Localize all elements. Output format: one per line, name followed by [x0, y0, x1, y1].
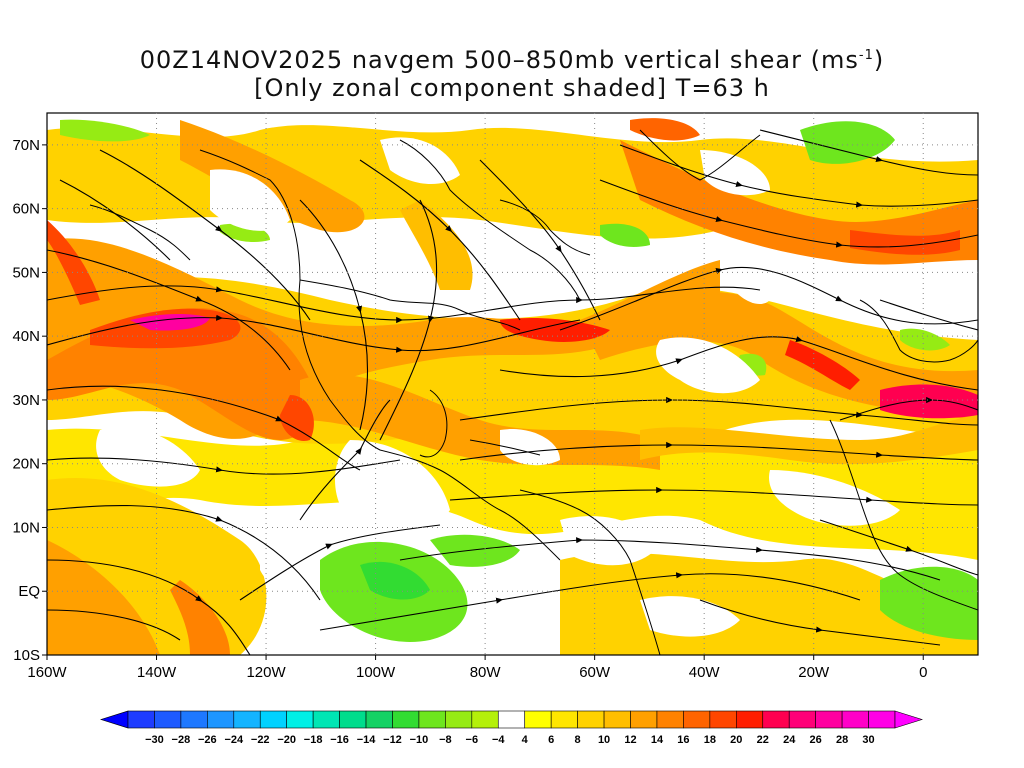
- colorbar-label: −4: [492, 734, 505, 746]
- gridlines: [47, 113, 978, 655]
- colorbar-swatch: [339, 710, 367, 729]
- colorbar-label: 30: [862, 734, 874, 746]
- colorbar-swatch: [471, 710, 499, 729]
- colorbar-label: 18: [704, 734, 716, 746]
- colorbar-label: 26: [810, 734, 822, 746]
- lon-tick-label: 120W: [246, 664, 286, 681]
- colorbar-label: −20: [277, 734, 296, 746]
- colorbar-label: −30: [145, 734, 164, 746]
- colorbar-swatch: [286, 710, 314, 729]
- title-superscript: -1: [858, 48, 874, 63]
- colorbar-swatch: [259, 710, 287, 729]
- colorbar-swatch: [841, 710, 869, 729]
- colorbar-swatch: [418, 710, 446, 729]
- colorbar-label: −18: [304, 734, 323, 746]
- colorbar-label: 28: [836, 734, 848, 746]
- colorbar-swatch: [180, 710, 208, 729]
- colorbar-label: 6: [548, 734, 554, 746]
- colorbar-label: −10: [410, 734, 429, 746]
- colorbar-swatch: [550, 710, 578, 729]
- colorbar-swatch: [709, 710, 737, 729]
- title-prefix: 00Z14NOV2025 navgem 500–850mb vertical s…: [139, 46, 859, 74]
- plot-frame: [46, 112, 979, 656]
- lat-tick-label: EQ: [18, 583, 40, 600]
- colorbar-label: 14: [651, 734, 664, 746]
- colorbar-over-arrow: [894, 710, 923, 729]
- colorbar-label: −26: [198, 734, 217, 746]
- colorbar-swatch: [577, 710, 605, 729]
- lat-tick-label: 30N: [12, 392, 40, 409]
- colorbar-swatch: [127, 710, 155, 729]
- title-suffix: ): [873, 46, 885, 74]
- colorbar-label: −22: [251, 734, 270, 746]
- colorbar-label: 24: [783, 734, 796, 746]
- colorbar-swatch: [233, 710, 261, 729]
- colorbar-label: 16: [677, 734, 689, 746]
- colorbar-swatch: [392, 710, 420, 729]
- colorbar-label: −28: [172, 734, 191, 746]
- colorbar-under-arrow: [100, 710, 129, 729]
- lat-tick-label: 10N: [12, 519, 40, 536]
- lat-tick-label: 70N: [12, 137, 40, 154]
- colorbar-swatch: [603, 710, 631, 729]
- colorbar-label: −14: [357, 734, 377, 746]
- colorbar-swatch: [788, 710, 816, 729]
- lat-tick-label: 20N: [12, 456, 40, 473]
- colorbar-swatch: [815, 710, 843, 729]
- colorbar-label: −24: [224, 734, 244, 746]
- colorbar-swatch: [497, 710, 526, 729]
- colorbar-swatch: [630, 710, 658, 729]
- lon-tick-label: 140W: [137, 664, 177, 681]
- colorbar-swatch: [365, 710, 393, 729]
- colorbar-swatch: [312, 710, 340, 729]
- colorbar-label: 22: [757, 734, 769, 746]
- longitude-tick-labels: 160W 140W 120W 100W 80W 60W 40W 20W 0: [27, 655, 927, 681]
- colorbar-label: −12: [383, 734, 402, 746]
- colorbar-swatch: [762, 710, 790, 729]
- colorbar-label: 4: [522, 734, 529, 746]
- colorbar-swatch: [445, 710, 473, 729]
- streamlines: [47, 129, 978, 655]
- chart-title-line2: [Only zonal component shaded] T=63 h: [254, 74, 770, 102]
- chart-title-line1: 00Z14NOV2025 navgem 500–850mb vertical s…: [0, 46, 1024, 74]
- colorbar-label: −16: [330, 734, 349, 746]
- lon-tick-label: 60W: [579, 664, 611, 681]
- colorbar-swatch: [207, 710, 235, 729]
- colorbar-swatch: [868, 710, 896, 729]
- colorbar-swatch: [683, 710, 711, 729]
- colorbar-label: −8: [439, 734, 452, 746]
- plot-area: [47, 113, 978, 655]
- colorbar-label: −6: [466, 734, 479, 746]
- colorbar-label: 20: [730, 734, 742, 746]
- latitude-tick-labels: 70N 60N 50N 40N 30N 20N 10N EQ 10S: [12, 137, 47, 664]
- lat-tick-label: 40N: [12, 328, 40, 345]
- lon-tick-label: 20W: [798, 664, 830, 681]
- lon-tick-label: 0: [919, 664, 927, 681]
- lon-tick-label: 40W: [689, 664, 721, 681]
- lon-tick-label: 80W: [470, 664, 502, 681]
- colorbar-swatch: [154, 710, 182, 729]
- lat-tick-label: 10S: [13, 647, 40, 664]
- lon-tick-label: 100W: [356, 664, 396, 681]
- colorbar-swatch: [656, 710, 684, 729]
- colorbar-label: 10: [598, 734, 610, 746]
- colorbar-label: 8: [575, 734, 581, 746]
- colorbar-swatch: [524, 710, 552, 729]
- colorbar-label: 12: [624, 734, 636, 746]
- lat-tick-label: 60N: [12, 201, 40, 218]
- colorbar-swatch: [736, 710, 764, 729]
- shear-shading: [47, 118, 978, 655]
- colorbar: −30 −28 −26 −24 −22 −20 −18 −16 −14 −12 −10 −8 −6 −4 4…: [100, 710, 923, 746]
- lat-tick-label: 50N: [12, 264, 40, 281]
- lon-tick-label: 160W: [27, 664, 67, 681]
